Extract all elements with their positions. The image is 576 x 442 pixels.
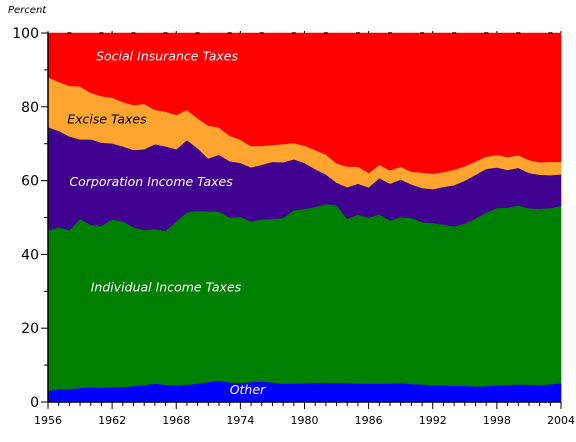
y-tick-label: 100 xyxy=(12,26,39,42)
area-social-insurance-taxes xyxy=(47,32,562,174)
x-tick-label: 1956 xyxy=(34,414,62,427)
label-individual-income-taxes: Individual Income Taxes xyxy=(91,279,242,294)
label-excise-taxes: Excise Taxes xyxy=(67,111,147,126)
x-tick-label: 1998 xyxy=(483,414,511,427)
x-tick-label: 1986 xyxy=(355,414,383,427)
label-social-insurance-taxes: Social Insurance Taxes xyxy=(96,49,238,64)
y-tick-label: 80 xyxy=(21,100,39,116)
x-tick-label: 1974 xyxy=(226,414,254,427)
y-tick-label: 0 xyxy=(30,395,39,411)
x-tick-label: 2004 xyxy=(547,414,575,427)
stacked-areas xyxy=(47,32,562,403)
area-individual-income-taxes xyxy=(47,203,562,392)
y-axis: 0 20 40 60 80 100 xyxy=(12,26,49,411)
label-corporation-income-taxes: Corporation Income Taxes xyxy=(69,174,233,189)
x-tick-label: 1962 xyxy=(98,414,126,427)
top-edge-ticks xyxy=(47,31,562,34)
y-tick-label: 40 xyxy=(21,247,39,263)
x-tick-label: 1980 xyxy=(291,414,319,427)
y-axis-title: Percent xyxy=(8,5,47,16)
y-tick-label: 60 xyxy=(21,174,39,190)
series-labels: Social Insurance Taxes Excise Taxes Corpor… xyxy=(67,49,266,397)
x-axis: 1956 1962 1968 1974 1980 1986 1992 1998 2004 xyxy=(34,401,575,427)
x-tick-label: 1968 xyxy=(162,414,190,427)
x-tick-label: 1992 xyxy=(419,414,447,427)
y-tick-label: 20 xyxy=(21,321,39,337)
label-other: Other xyxy=(230,382,266,397)
